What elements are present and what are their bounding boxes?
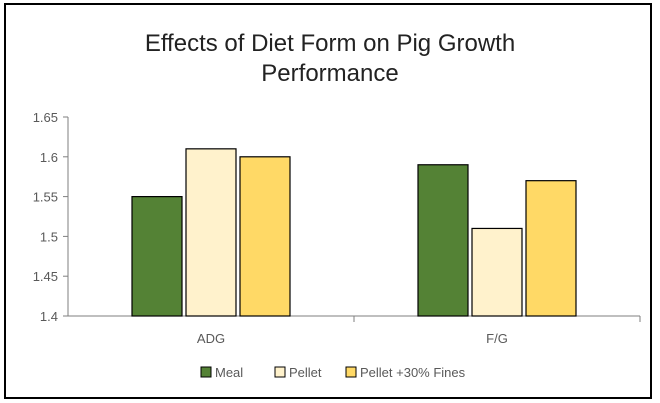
chart-title-line-1: Effects of Diet Form on Pig Growth (144, 30, 516, 57)
y-tick-label: 1.55 (33, 190, 58, 205)
x-category-label: F/G (486, 331, 508, 346)
legend-swatch (345, 366, 357, 378)
y-tick-label: 1.45 (33, 269, 58, 284)
y-tick-label: 1.6 (40, 150, 58, 165)
legend-label: Meal (215, 365, 243, 380)
legend-swatch (200, 366, 212, 378)
bar-meal-f-g (417, 164, 469, 317)
bar-pellet-adg (185, 148, 237, 317)
bar-pellet-30-fines-f-g (525, 180, 577, 317)
chart-title-line-2: Performance (261, 60, 399, 87)
plot-area: 1.4 1.45 1.5 1.55 1.6 1.65 ADG F/G Meal Pellet Pel… (33, 110, 641, 380)
bar-pellet-30-fines-adg (239, 156, 291, 317)
legend-label: Pellet (289, 365, 322, 380)
bar-pellet-f-g (471, 227, 523, 317)
x-category-label: ADG (197, 331, 225, 346)
legend-swatch (274, 366, 286, 378)
y-tick-label: 1.5 (40, 229, 58, 244)
y-tick-label: 1.4 (40, 309, 58, 324)
bar-meal-adg (131, 196, 183, 317)
legend-label: Pellet +30% Fines (360, 365, 466, 380)
y-tick-label: 1.65 (33, 110, 58, 125)
